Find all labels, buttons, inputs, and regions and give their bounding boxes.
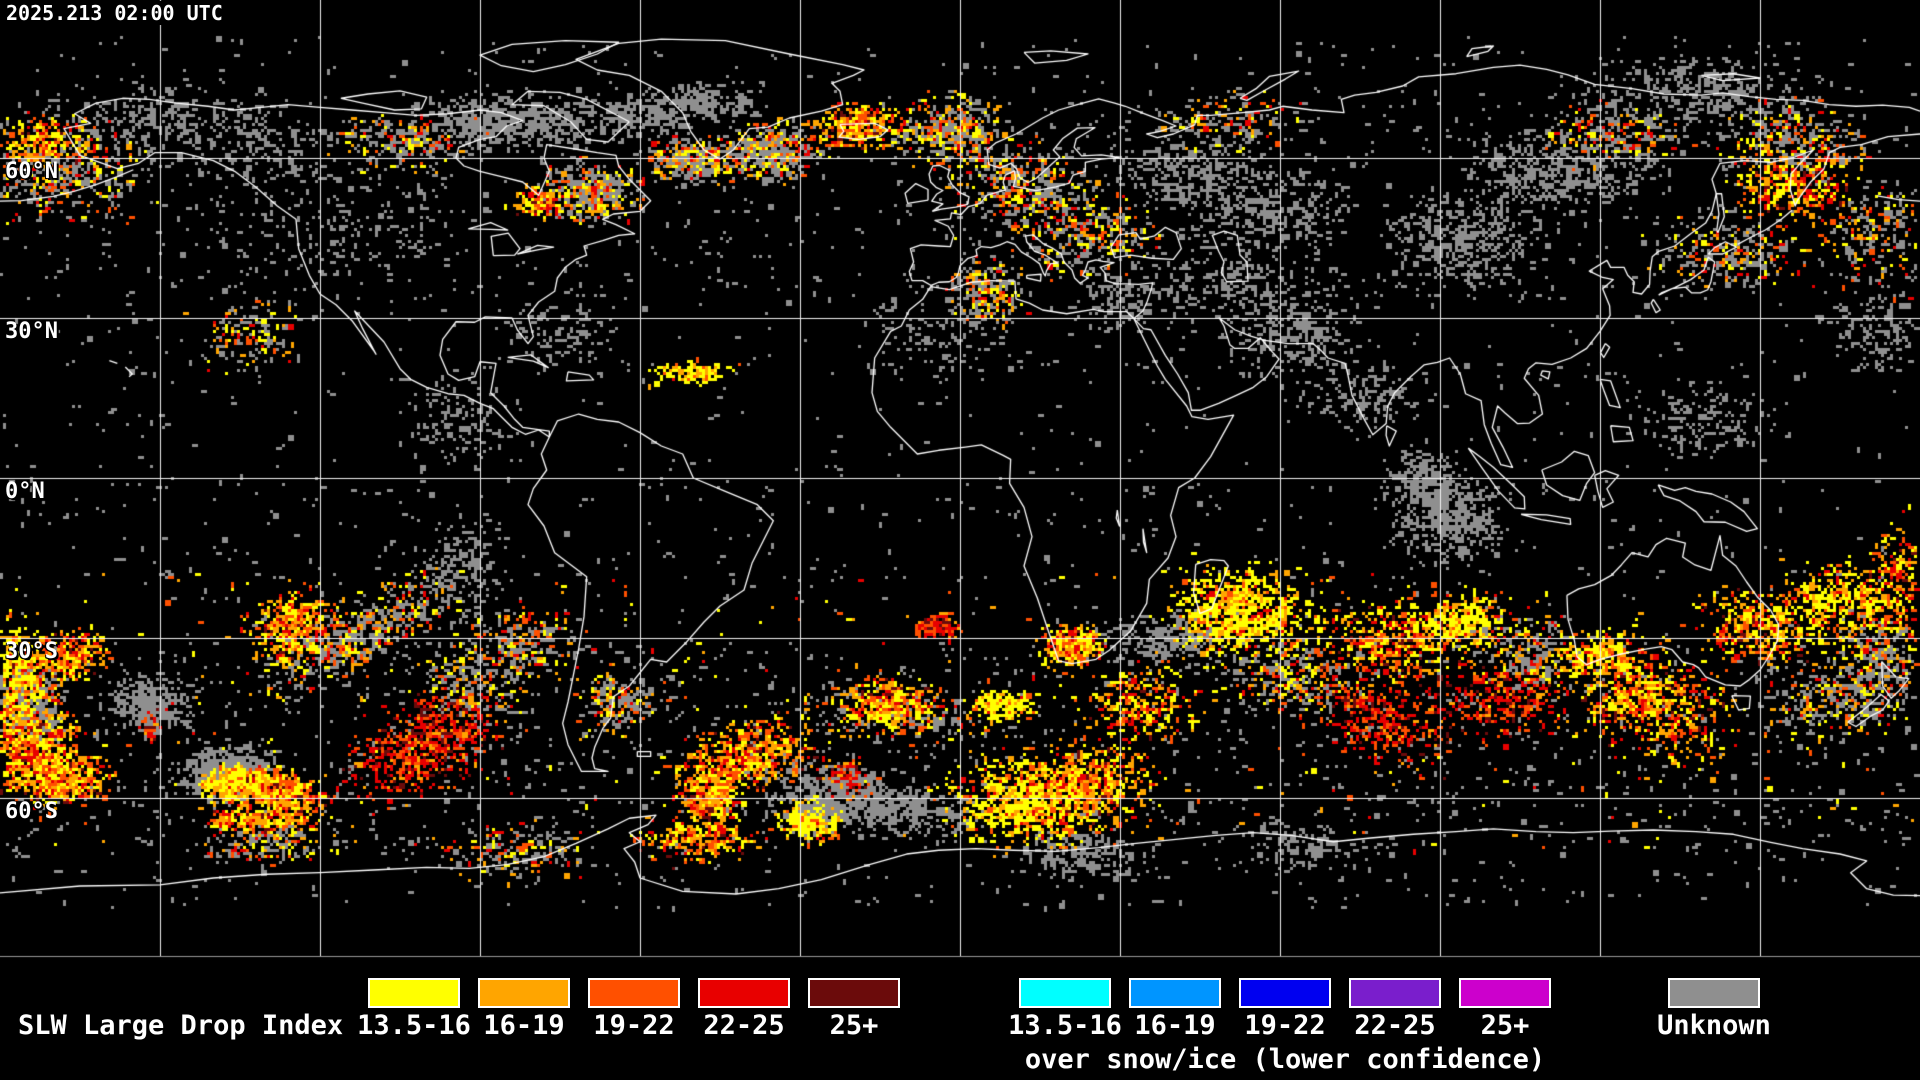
legend-label-snowice-22-25: 22-25 [1354,1010,1436,1041]
legend-swatch-ldi-16-19 [478,978,570,1008]
legend-label-ldi-25plus: 25+ [829,1010,879,1041]
legend-label-ldi-19-22: 19-22 [593,1010,675,1041]
legend-swatch-ldi-13.5-16 [368,978,460,1008]
legend-swatch-snowice-16-19 [1129,978,1221,1008]
legend-swatch-snowice-19-22 [1239,978,1331,1008]
legend-bar: SLW Large Drop Index 13.5-16 16-19 19-22… [0,958,1920,1080]
legend-label-snowice-13.5-16: 13.5-16 [1008,1010,1122,1041]
world-map-canvas [0,0,1920,958]
legend-label-snowice-25plus: 25+ [1480,1010,1530,1041]
legend-swatch-ldi-22-25 [698,978,790,1008]
lat-label-30s: 30°S [5,639,58,664]
legend-label-snowice-19-22: 19-22 [1244,1010,1326,1041]
legend-swatch-snowice-22-25 [1349,978,1441,1008]
lat-label-60n: 60°N [5,159,58,184]
lat-label-30n: 30°N [5,319,58,344]
legend-label-ldi-16-19: 16-19 [483,1010,565,1041]
legend-label-ldi-22-25: 22-25 [703,1010,785,1041]
legend-label-snowice-16-19: 16-19 [1134,1010,1216,1041]
legend-label-unknown: Unknown [1657,1010,1771,1041]
timestamp: 2025.213 02:00 UTC [6,1,227,25]
legend-swatch-ldi-19-22 [588,978,680,1008]
legend-caption-snowice: over snow/ice (lower confidence) [1024,1044,1546,1075]
lat-label-0n: 0°N [5,479,45,504]
lat-label-60s: 60°S [5,799,58,824]
legend-swatch-snowice-13.5-16 [1019,978,1111,1008]
legend-swatch-ldi-25plus [808,978,900,1008]
legend-swatch-snowice-25plus [1459,978,1551,1008]
legend-title: SLW Large Drop Index [18,1010,344,1041]
legend-swatch-unknown [1668,978,1760,1008]
legend-label-ldi-13.5-16: 13.5-16 [357,1010,471,1041]
